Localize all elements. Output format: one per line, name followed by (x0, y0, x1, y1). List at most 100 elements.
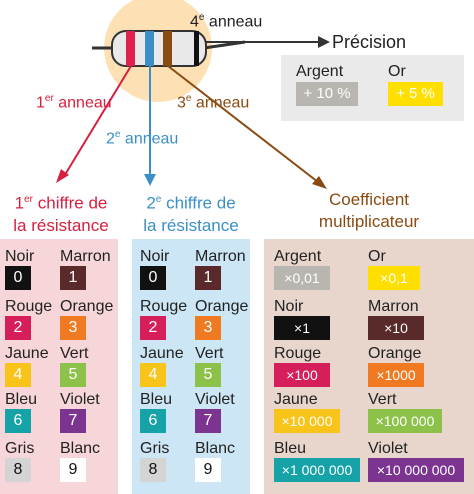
heading-second-line1: 2e chiffre de (132, 189, 250, 215)
resistor-band-red (126, 31, 135, 66)
heading-first-line2: la résistance (13, 215, 109, 235)
brown-arrowhead (312, 176, 327, 189)
p3-jaune-swatch: ×10 000 (274, 409, 340, 433)
ring-1-num: 1 (36, 94, 45, 112)
heading-second-rest: chiffre de (161, 193, 236, 213)
resistor-band-brown (163, 31, 172, 66)
p1-noir-swatch: 0 (5, 266, 31, 290)
red-arrow-line (62, 65, 132, 179)
p1-rouge-label: Rouge (5, 298, 53, 315)
heading-second-digit: 2e chiffre de la résistance (132, 189, 250, 237)
p1-blanc-swatch: 9 (60, 458, 86, 482)
p2-violet-swatch: 7 (195, 409, 221, 433)
p3-marron-label: Marron (368, 298, 419, 315)
ring-1-word: anneau (53, 94, 112, 112)
p1-orange-label: Orange (60, 298, 114, 315)
p2-jaune-label: Jaune (140, 345, 184, 362)
p3-rouge-label: Rouge (274, 345, 322, 362)
precision-title: Précision (332, 32, 407, 52)
p1-vert-swatch: 5 (60, 363, 86, 387)
p3-noir-label: Noir (274, 298, 304, 315)
p1-rouge-swatch: 2 (5, 316, 31, 340)
p1-orange-swatch: 3 (60, 316, 86, 340)
p2-blanc-swatch: 9 (195, 458, 221, 482)
blue-arrowhead (144, 174, 156, 186)
resistor-body (111, 30, 207, 67)
p1-jaune-label: Jaune (5, 345, 49, 362)
p3-argent-label: Argent (274, 248, 322, 265)
p2-gris-label: Gris (140, 440, 170, 457)
p2-noir-swatch: 0 (140, 266, 166, 290)
p2-vert-swatch: 5 (195, 363, 221, 387)
resistor-band-blue (145, 31, 154, 66)
p1-noir-label: Noir (5, 248, 35, 265)
p2-bleu-swatch: 6 (140, 409, 166, 433)
p3-vert-label: Vert (368, 391, 397, 408)
heading-first-line1: 1er chiffre de (2, 189, 120, 215)
ring-3-sup: e (185, 93, 192, 104)
heading-multiplier-line2: multiplicateur (318, 212, 420, 231)
p3-rouge-swatch: ×100 (274, 363, 330, 387)
p1-marron-swatch: 1 (60, 266, 86, 290)
ring-2-label: 2e anneau (106, 126, 178, 148)
heading-second-num: 2 (146, 193, 156, 213)
heading-first-digit: 1er chiffre de la résistance (2, 189, 120, 237)
p3-violet-label: Violet (368, 440, 408, 457)
p2-noir-label: Noir (140, 248, 170, 265)
heading-first-rest: chiffre de (33, 193, 108, 213)
heading-first-sup: er (24, 194, 34, 205)
resistor-band-black (194, 31, 199, 66)
p3-argent-swatch: ×0,01 (274, 266, 330, 290)
p1-jaune-swatch: 4 (5, 363, 31, 387)
p1-blanc-label: Blanc (60, 440, 101, 457)
precision-silver-name: Argent (296, 63, 344, 80)
ring-3-word: anneau (191, 94, 250, 112)
p3-violet-swatch: ×10 000 000 (368, 458, 464, 482)
heading-multiplier: Coefficient multiplicateur (290, 189, 448, 233)
p3-orange-label: Orange (368, 345, 422, 362)
p2-blanc-label: Blanc (195, 440, 236, 457)
p2-rouge-label: Rouge (140, 298, 188, 315)
ring-4-sup: e (198, 12, 205, 23)
p1-gris-swatch: 8 (5, 458, 31, 482)
ring-2-word: anneau (120, 130, 179, 148)
multiplier-panel: Argent ×0,01 Or ×0,1 Noir ×1 Marron ×10 … (264, 239, 474, 494)
ring-1-sup: er (44, 93, 54, 104)
p3-noir-swatch: ×1 (274, 316, 330, 340)
ring-4-label: 4e anneau (190, 9, 262, 31)
p2-rouge-swatch: 2 (140, 316, 166, 340)
p1-bleu-label: Bleu (5, 391, 38, 408)
p2-gris-swatch: 8 (140, 458, 166, 482)
p1-gris-label: Gris (5, 440, 35, 457)
p2-vert-label: Vert (195, 345, 224, 362)
p3-or-label: Or (368, 248, 386, 265)
p1-vert-label: Vert (60, 345, 89, 362)
p2-marron-swatch: 1 (195, 266, 221, 290)
brown-arrow-line (167, 65, 319, 183)
ring-3-num: 3 (177, 94, 186, 112)
p3-vert-swatch: ×100 000 (368, 409, 442, 433)
ring-2-num: 2 (106, 130, 115, 148)
p2-orange-swatch: 3 (195, 316, 221, 340)
p1-violet-swatch: 7 (60, 409, 86, 433)
precision-gold-name: Or (388, 63, 406, 80)
first-digit-panel: Noir 0 Marron 1 Rouge 2 Orange 3 Jaune 4… (0, 239, 118, 494)
red-arrowhead (56, 169, 69, 183)
p2-orange-label: Orange (195, 298, 249, 315)
ring-4-word: anneau (204, 13, 263, 31)
precision-panel: Argent + 10 % Or + 5 % (281, 55, 464, 121)
heading-second-line2: la résistance (143, 215, 239, 235)
p2-marron-label: Marron (195, 248, 246, 265)
precision-arrowhead (318, 36, 330, 48)
heading-first-num: 1 (14, 193, 25, 213)
second-digit-panel: Noir 0 Marron 1 Rouge 2 Orange 3 Jaune 4… (132, 239, 250, 494)
p1-bleu-swatch: 6 (5, 409, 31, 433)
p3-marron-swatch: ×10 (368, 316, 424, 340)
p3-orange-swatch: ×1000 (368, 363, 424, 387)
p3-or-swatch: ×0,1 (368, 266, 420, 290)
precision-silver-value: + 10 % (296, 82, 358, 106)
heading-multiplier-line1: Coefficient (328, 190, 409, 209)
ring-1-label: 1er anneau (36, 90, 112, 112)
p1-violet-label: Violet (60, 391, 100, 408)
